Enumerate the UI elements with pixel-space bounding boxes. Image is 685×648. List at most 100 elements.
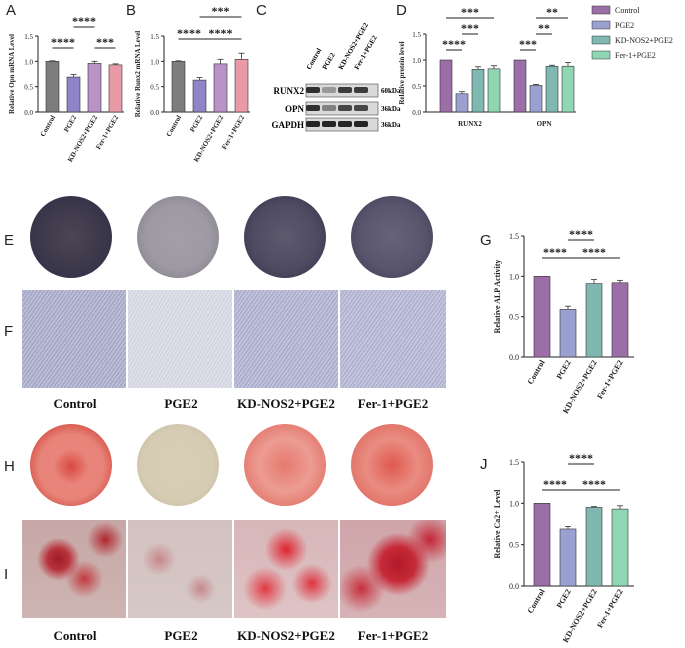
group-label-kd-nos2-ars: KD-NOS2+PGE2 xyxy=(237,628,335,643)
alp-dish-kd-nos2 xyxy=(244,196,326,278)
bar-runx2-2 xyxy=(471,69,485,113)
blot-mw-label: 36kDa xyxy=(381,105,401,113)
x-tick-label: Control xyxy=(39,114,58,138)
x-tick-label: PGE2 xyxy=(555,359,573,381)
y-tick-label: 0.0 xyxy=(24,109,33,117)
legend: Control PGE2 KD-NOS2+PGE2 Fer-1+PGE2 xyxy=(591,5,673,60)
legend-swatch xyxy=(591,20,611,30)
y-tick-label: 1.0 xyxy=(509,499,519,508)
blot-band xyxy=(306,121,320,127)
y-tick-label: 1.5 xyxy=(24,33,33,41)
alp-dish-fer1 xyxy=(351,196,433,278)
significance-label: ** xyxy=(538,21,550,35)
panel-label-d: D xyxy=(396,2,407,19)
blot-mw-label: 36kDa xyxy=(381,121,401,129)
bar-opn-2 xyxy=(545,65,559,113)
y-tick-label: 0.5 xyxy=(509,541,519,550)
significance-label: **** xyxy=(582,477,606,491)
bar-control xyxy=(533,276,551,358)
y-tick-label: 1.5 xyxy=(412,31,421,39)
legend-swatch xyxy=(591,50,611,60)
y-tick-label: 1.0 xyxy=(24,58,33,66)
significance-label: **** xyxy=(209,26,233,40)
western-blot: Control PGE2 KD-NOS2+PGE2 Fer-1+PGE2 RUNX2 60… xyxy=(258,14,401,132)
blot-row-label: GAPDH xyxy=(272,120,305,130)
panel-label-e: E xyxy=(4,232,15,249)
blot-lane-label: PGE2 xyxy=(321,51,337,71)
legend-label: KD-NOS2+PGE2 xyxy=(615,36,673,45)
blot-band xyxy=(338,87,352,93)
bar-control xyxy=(171,61,186,113)
panel-label-c: C xyxy=(256,2,267,19)
y-tick-label: 0.0 xyxy=(509,582,519,591)
significance-label: **** xyxy=(543,477,567,491)
x-tick-label: Control xyxy=(165,114,184,138)
chart-b: 0.0 0.5 1.0 1.5 Relative Runx2 mRNA Level Con… xyxy=(134,4,250,164)
bar-pge2 xyxy=(192,79,207,113)
bar-kd-nos2-pge2 xyxy=(213,63,228,113)
ars-dish-control xyxy=(30,424,112,506)
x-tick-label: PGE2 xyxy=(555,588,573,610)
bar-fer-1-pge2 xyxy=(234,59,249,113)
bar-pge2 xyxy=(559,309,577,358)
significance-label: **** xyxy=(543,245,567,259)
chart-j: 0.0 0.5 1.0 1.5 Relative Ca2+ Level Control PG… xyxy=(493,451,634,644)
panel-label-j: J xyxy=(480,456,488,473)
y-tick-label: 0.0 xyxy=(150,109,159,117)
x-tick-label: OPN xyxy=(537,120,552,128)
alp-dish-pge2 xyxy=(137,196,219,278)
y-axis-label: Relative Ca2+ Level xyxy=(493,489,502,559)
alp-micro-pge2 xyxy=(128,290,232,388)
blot-row-label: OPN xyxy=(285,104,304,114)
chart-d: 0.0 0.5 1.0 1.5 Relative protein level RUNX2 O… xyxy=(398,5,673,128)
significance-label: **** xyxy=(442,37,466,51)
bar-kd-nos2-pge2 xyxy=(585,507,603,587)
significance-label: **** xyxy=(51,35,75,49)
blot-band xyxy=(354,87,368,93)
y-axis-label: Relative ALP Activity xyxy=(493,260,502,334)
significance-label: **** xyxy=(72,14,96,28)
panel-label-g: G xyxy=(480,232,492,249)
x-tick-label: PGE2 xyxy=(62,114,78,134)
chart-g: 0.0 0.5 1.0 1.5 Relative ALP Activity Control… xyxy=(493,227,634,415)
panel-label-i: I xyxy=(4,566,9,583)
y-axis-label: Relative protein level xyxy=(398,41,406,104)
legend-label: Control xyxy=(615,6,640,15)
y-axis-label: Relative Runx2 mRNA Level xyxy=(134,31,142,118)
y-tick-label: 1.0 xyxy=(412,57,421,65)
significance-label: *** xyxy=(461,5,479,19)
group-label-kd-nos2-alp: KD-NOS2+PGE2 xyxy=(237,396,335,411)
blot-band xyxy=(354,105,368,111)
ars-dish-kd-nos2 xyxy=(244,424,326,506)
group-label-fer1-alp: Fer-1+PGE2 xyxy=(357,396,429,411)
bar-runx2-0 xyxy=(439,59,453,113)
x-tick-label: Fer-1+PGE2 xyxy=(595,359,624,401)
x-tick-label: Control xyxy=(526,358,547,386)
blot-band xyxy=(322,121,336,127)
y-tick-label: 1.5 xyxy=(150,33,159,41)
y-tick-label: 1.5 xyxy=(509,232,519,241)
x-tick-label: Fer-1+PGE2 xyxy=(595,588,624,630)
ars-dish-pge2 xyxy=(137,424,219,506)
bar-control xyxy=(45,61,60,113)
ars-micro-control xyxy=(22,520,126,618)
bar-fer-1-pge2 xyxy=(108,64,123,113)
bar-runx2-3 xyxy=(487,68,501,113)
group-label-control-ars: Control xyxy=(53,628,97,643)
bar-opn-0 xyxy=(513,59,527,113)
blot-band xyxy=(338,121,352,127)
group-label-pge2-alp: PGE2 xyxy=(164,396,198,411)
ars-micro-fer1 xyxy=(340,520,446,618)
blot-mw-label: 60kDa xyxy=(381,87,401,95)
x-tick-label: PGE2 xyxy=(188,114,204,134)
y-tick-label: 1.5 xyxy=(509,458,519,467)
blot-row-label: RUNX2 xyxy=(274,86,305,96)
significance-label: **** xyxy=(569,227,593,241)
ars-dish-fer1 xyxy=(351,424,433,506)
x-tick-label: RUNX2 xyxy=(458,120,482,128)
alp-micro-fer1 xyxy=(340,290,446,388)
chart-a: 0.0 0.5 1.0 1.5 Relative Opn mRNA Level Contr… xyxy=(8,14,124,164)
blot-band xyxy=(322,87,336,93)
significance-label: *** xyxy=(461,21,479,35)
